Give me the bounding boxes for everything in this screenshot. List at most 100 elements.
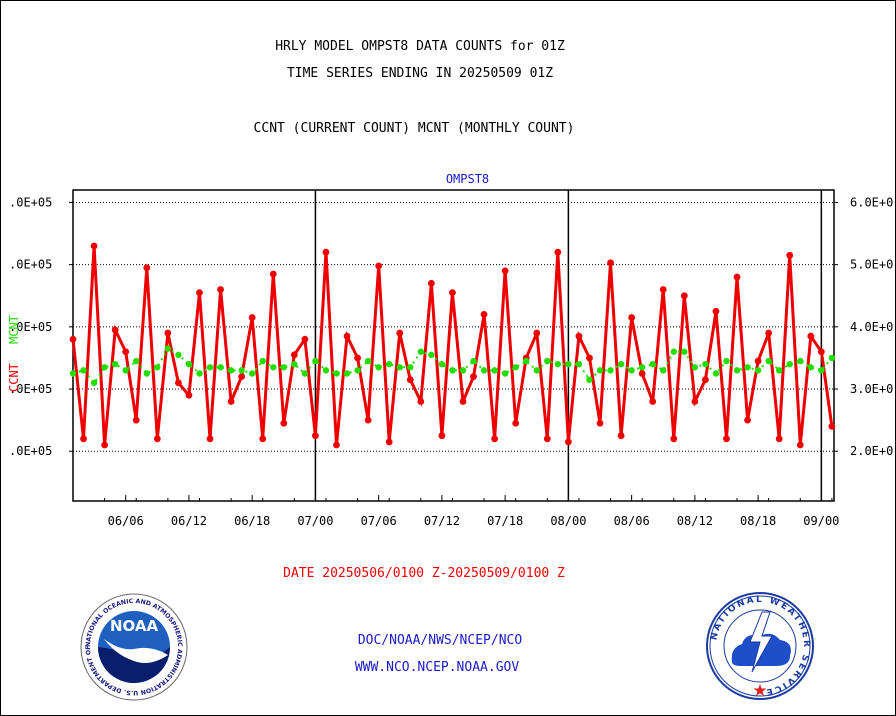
data-point-ccnt: [206, 435, 214, 443]
data-point-ccnt: [670, 435, 678, 443]
data-point-ccnt: [164, 329, 172, 337]
right-y-tick-label: 6.0E+0: [850, 195, 893, 209]
data-point-ccnt: [691, 398, 699, 405]
data-point-mcnt: [217, 364, 224, 371]
data-point-mcnt: [670, 348, 677, 355]
data-point-ccnt: [586, 354, 593, 362]
data-point-mcnt: [818, 367, 825, 374]
data-point-mcnt: [227, 367, 235, 374]
ccnt-axis-label: CCNT: [7, 363, 21, 392]
left-y-tick-label: .0E+05: [9, 444, 52, 458]
data-point-mcnt: [691, 364, 699, 371]
data-point-mcnt: [196, 370, 203, 377]
mcnt-axis-label: MCNT: [7, 315, 21, 344]
data-point-mcnt: [69, 370, 77, 377]
data-point-ccnt: [638, 370, 646, 377]
data-point-ccnt: [185, 391, 193, 399]
data-point-ccnt: [312, 432, 319, 440]
x-tick-label: 08/12: [677, 514, 713, 528]
x-tick-label: 07/12: [424, 514, 460, 528]
data-point-mcnt: [480, 367, 488, 374]
data-point-ccnt: [238, 373, 246, 380]
left-y-tick-label: .0E+05: [9, 382, 52, 396]
chart-title-line-1: HRLY MODEL OMPST8 DATA COUNTS for 01Z: [275, 39, 565, 54]
data-point-ccnt: [817, 348, 825, 356]
data-point-ccnt: [702, 376, 709, 384]
data-point-mcnt: [596, 367, 604, 374]
data-point-ccnt: [754, 357, 762, 365]
data-point-mcnt: [206, 364, 214, 371]
x-tick-label: 07/06: [361, 514, 397, 528]
x-tick-label: 06/18: [234, 514, 270, 528]
data-point-mcnt: [101, 364, 108, 371]
noaa-logo: NATIONAL OCEANIC AND ATMOSPHERIC ADMINIS…: [80, 593, 188, 701]
data-point-ccnt: [680, 292, 688, 300]
data-point-ccnt: [438, 432, 446, 440]
data-point-ccnt: [90, 242, 98, 250]
star-icon: [753, 684, 767, 696]
right-y-tick-label: 4.0E+0: [850, 320, 893, 334]
data-point-mcnt: [797, 357, 804, 365]
data-point-mcnt: [438, 360, 446, 368]
data-point-ccnt: [385, 438, 393, 446]
data-point-mcnt: [386, 360, 393, 368]
x-tick-label: 06/06: [108, 514, 144, 528]
data-point-mcnt: [248, 370, 256, 377]
data-point-ccnt: [596, 419, 604, 427]
data-point-ccnt: [501, 267, 509, 275]
left-y-tick-label: .0E+05: [9, 195, 52, 209]
data-point-ccnt: [659, 286, 667, 293]
data-point-ccnt: [396, 329, 404, 337]
data-point-ccnt: [101, 441, 109, 449]
data-point-mcnt: [554, 360, 562, 368]
data-point-ccnt: [175, 379, 182, 387]
x-tick-label: 07/00: [297, 514, 333, 528]
data-point-ccnt: [733, 273, 741, 281]
data-point-ccnt: [417, 398, 425, 405]
data-point-mcnt: [143, 370, 150, 377]
data-point-mcnt: [723, 357, 730, 365]
data-point-mcnt: [533, 367, 540, 374]
data-point-mcnt: [733, 367, 741, 374]
data-point-mcnt: [407, 364, 414, 371]
series-line-ccnt: [71, 245, 834, 446]
right-y-tick-label: 2.0E+0: [850, 444, 893, 458]
data-point-mcnt: [754, 367, 762, 374]
data-point-ccnt: [80, 435, 87, 443]
data-point-ccnt: [786, 251, 794, 259]
data-point-ccnt: [470, 373, 477, 380]
data-point-mcnt: [491, 367, 498, 374]
data-point-mcnt: [154, 364, 161, 371]
data-point-ccnt: [775, 435, 783, 443]
data-point-ccnt: [828, 422, 836, 430]
data-point-mcnt: [638, 364, 646, 371]
date-range-label: DATE 20250506/0100 Z-20250509/0100 Z: [283, 566, 565, 581]
data-point-mcnt: [765, 357, 772, 365]
right-y-tick-label: 5.0E+0: [850, 258, 893, 272]
data-point-ccnt: [712, 307, 720, 315]
data-point-ccnt: [248, 314, 256, 321]
x-tick-label: 09/00: [803, 514, 839, 528]
data-point-mcnt: [565, 360, 572, 368]
x-tick-label: 07/18: [487, 514, 523, 528]
data-point-ccnt: [301, 335, 309, 343]
data-point-mcnt: [354, 367, 361, 374]
x-tick-label: 08/18: [740, 514, 776, 528]
data-point-ccnt: [196, 289, 203, 297]
data-point-ccnt: [322, 248, 330, 256]
data-point-mcnt: [649, 360, 656, 368]
data-point-ccnt: [111, 326, 119, 334]
data-point-ccnt: [69, 335, 77, 343]
data-point-mcnt: [90, 379, 98, 387]
data-point-mcnt: [470, 357, 477, 365]
data-point-mcnt: [807, 364, 815, 371]
data-point-mcnt: [660, 367, 667, 374]
data-point-ccnt: [533, 329, 541, 337]
website-link[interactable]: WWW.NCO.NCEP.NOAA.GOV: [354, 660, 520, 675]
data-point-mcnt: [133, 357, 140, 365]
data-point-ccnt: [364, 416, 372, 424]
nws-logo: NATIONAL WEATHER SERVICE: [706, 592, 814, 700]
data-point-mcnt: [501, 370, 509, 377]
data-point-mcnt: [617, 360, 625, 368]
data-point-ccnt: [807, 332, 815, 340]
